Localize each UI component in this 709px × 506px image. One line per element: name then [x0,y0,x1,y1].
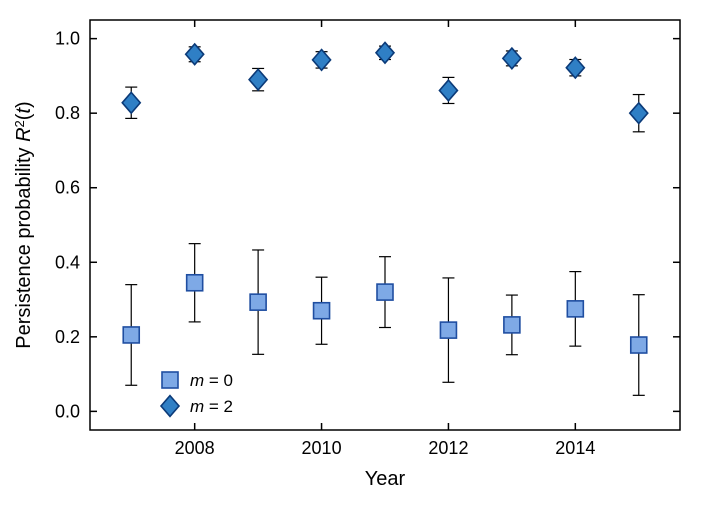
legend: m = 0 m = 2 [161,371,233,416]
y-axis-label: Persistence probability R2(t) [12,101,35,348]
ytick-label: 0.2 [55,327,80,347]
xtick-label: 2012 [428,438,468,458]
series-m2 [122,42,648,131]
x-axis-label: Year [365,468,406,490]
legend-label-m2: m = 2 [190,397,233,416]
xtick-label: 2014 [555,438,595,458]
ytick-label: 0.6 [55,178,80,198]
legend-label-m0: m = 0 [190,371,233,390]
ytick-label: 0.4 [55,252,80,272]
ytick-label: 0.8 [55,103,80,123]
ytick-label: 1.0 [55,29,80,49]
xtick-label: 2010 [302,438,342,458]
ytick-label: 0.0 [55,401,80,421]
persistence-probability-chart: { "chart": { "type": "scatter-errorbar",… [0,0,709,506]
xtick-label: 2008 [175,438,215,458]
chart-svg: 2008 2010 2012 2014 0.0 0.2 0.4 0.6 0.8 1.0 Year Pe… [0,0,709,506]
